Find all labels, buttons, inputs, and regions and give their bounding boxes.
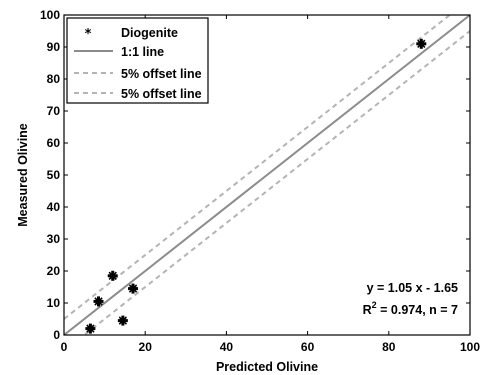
points-layer (85, 38, 427, 334)
y-tick-label: 80 (47, 72, 61, 86)
y-tick-label: 10 (47, 296, 61, 310)
legend-label: Diogenite (121, 26, 178, 40)
x-tick-label: 20 (139, 340, 153, 354)
ticks-layer (63, 14, 471, 336)
x-tick-label: 80 (382, 340, 396, 354)
regression-stats: R2 = 0.974, n = 7 (363, 300, 458, 317)
legend-entry-diogenite: * Diogenite (85, 26, 178, 42)
legend: * Diogenite 1:1 line 5% offset line 5% o… (66, 17, 209, 104)
data-point-2 (107, 270, 118, 281)
x-tick-label: 40 (220, 340, 234, 354)
y-tick-label: 70 (47, 104, 61, 118)
y-tick-label: 100 (40, 8, 60, 22)
regression-annotation: y = 1.05 x - 1.65 R2 = 0.974, n = 7 (363, 281, 458, 317)
y-tick-label: 50 (47, 168, 61, 182)
data-point-3 (117, 315, 128, 326)
point-stroke (118, 316, 128, 325)
point-stroke (128, 284, 138, 293)
legend-entry-offset-lower: 5% offset line (74, 87, 202, 101)
legend-entry-offset-upper: 5% offset line (74, 67, 202, 81)
y-tick-label: 40 (47, 200, 61, 214)
point-stroke (86, 324, 95, 333)
r2-symbol: R (363, 303, 372, 317)
y-tick-label: 30 (47, 232, 61, 246)
data-point-1 (93, 296, 104, 307)
y-tick-label: 60 (47, 136, 61, 150)
y-tick-label: 20 (47, 264, 61, 278)
point-stroke (94, 297, 103, 306)
r2-superscript: 2 (372, 300, 377, 310)
point-stroke (417, 39, 426, 48)
x-tick-label: 60 (301, 340, 315, 354)
tick-labels-layer: 0 20 40 60 80 100 0 10 20 30 40 50 60 70 80 90 100 (40, 8, 480, 354)
legend-entry-1to1-line: 1:1 line (74, 45, 164, 59)
x-tick-label: 100 (460, 340, 480, 354)
legend-label: 5% offset line (121, 67, 202, 81)
regression-equation: y = 1.05 x - 1.65 (367, 281, 458, 295)
legend-box (66, 17, 209, 104)
y-tick-label: 90 (47, 40, 61, 54)
data-point-4 (128, 283, 139, 294)
data-point-0 (85, 323, 96, 334)
lines-layer (64, 15, 470, 335)
legend-label: 5% offset line (121, 87, 202, 101)
r2-value: = 0.974, n = 7 (377, 303, 458, 317)
point-stroke (108, 271, 117, 280)
identity-line (64, 15, 470, 335)
data-point-5 (416, 38, 427, 49)
x-axis-title: Predicted Olivine (216, 360, 318, 374)
legend-marker-star: * (85, 27, 92, 42)
legend-label: 1:1 line (121, 45, 164, 59)
y-axis-title: Measured Olivine (16, 123, 30, 227)
y-tick-label: 0 (53, 328, 60, 342)
x-tick-label: 0 (61, 340, 68, 354)
